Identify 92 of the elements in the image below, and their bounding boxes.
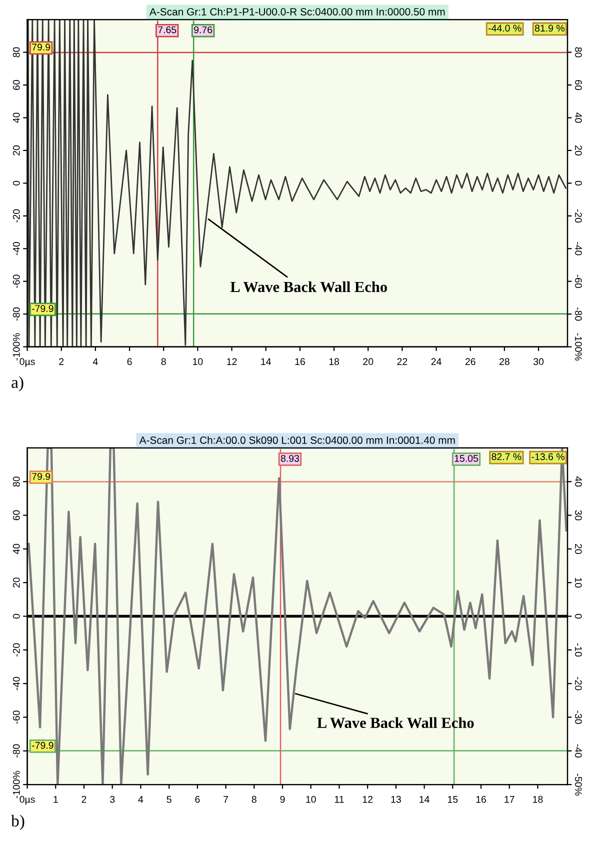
x-tick-label: 17 (504, 796, 514, 803)
y2-tick-label: 20 (574, 544, 582, 554)
annotation: 82.7 % (492, 453, 522, 460)
x-tick-label: 10 (306, 796, 316, 803)
x-tick-label: 0µs (20, 358, 35, 367)
y-tick-label: 20 (12, 578, 20, 588)
y-tick-label: -100% (12, 770, 20, 798)
y2-tick-label: -50% (574, 774, 582, 796)
ref-line-label: 15.05 (454, 454, 478, 462)
x-tick-label: 18 (533, 796, 543, 803)
y2-tick-label: 0 (574, 180, 582, 186)
x-tick-label: 15 (448, 796, 458, 803)
x-tick-label: 16 (295, 358, 305, 366)
x-tick-label: 1 (54, 796, 58, 803)
chart-title: A-Scan Gr:1 Ch:P1-P1-U00.0-R Sc:0400.00 mm In:0000.50 mm (149, 8, 445, 16)
y-tick-label: -60 (12, 274, 20, 288)
x-tick-label: 6 (195, 796, 200, 803)
y2-tick-label: -10 (574, 643, 582, 657)
y2-tick-label: -80 (574, 307, 582, 321)
ref-line-label: 9.76 (194, 26, 212, 34)
y2-tick-label: -40 (574, 744, 582, 758)
y-tick-label: -100% (12, 333, 20, 360)
x-tick-label: 5 (166, 796, 172, 803)
x-tick-label: 12 (227, 358, 237, 365)
y-tick-label: -20 (12, 643, 20, 657)
y-tick-label: 0 (12, 180, 20, 186)
text: a) (12, 376, 24, 392)
x-tick-label: 14 (420, 796, 430, 803)
y-tick-label: 60 (12, 80, 20, 90)
y-tick-label: -40 (12, 676, 20, 690)
x-tick-label: 20 (363, 358, 374, 366)
y-tick-label: -60 (12, 710, 20, 724)
x-tick-label: 4 (138, 796, 144, 803)
annotation: 81.9 % (534, 24, 564, 32)
x-tick-label: 13 (391, 796, 401, 803)
x-tick-label: 7 (224, 796, 228, 803)
x-tick-label: 24 (431, 358, 442, 365)
x-tick-label: 0µs (20, 796, 35, 805)
y-tick-label: 0 (12, 614, 20, 619)
annotation: L Wave Back Wall Echo (230, 281, 387, 292)
y-tick-label: 20 (12, 145, 20, 156)
y-tick-label: -20 (12, 209, 20, 222)
y2-tick-label: -40 (574, 242, 582, 256)
y2-tick-label: 40 (574, 112, 582, 123)
ref-line-label: 7.65 (158, 26, 176, 34)
x-tick-label: 2 (59, 358, 64, 365)
x-tick-label: 9 (280, 796, 285, 803)
y-tick-label: 60 (12, 510, 20, 520)
y2-tick-label: -20 (574, 676, 582, 690)
y2-tick-label: 0 (574, 614, 582, 619)
x-tick-label: 10 (193, 358, 203, 366)
y2-tick-label: -30 (574, 710, 582, 724)
y-tick-label: -80 (12, 744, 20, 758)
y2-tick-label: -60 (574, 274, 582, 288)
y2-tick-label: -20 (574, 209, 582, 223)
y2-tick-label: 80 (574, 47, 582, 58)
x-tick-label: 14 (261, 358, 271, 365)
y2-tick-label: -100% (574, 333, 582, 361)
y2-tick-label: 30 (574, 510, 582, 520)
ref-line-label: -79.9 (32, 742, 54, 749)
ref-line-label: 79.9 (32, 44, 50, 51)
annotation: -13.6 % (532, 453, 564, 460)
y-tick-label: 80 (12, 476, 20, 487)
x-tick-label: 3 (110, 796, 115, 803)
x-tick-label: 12 (362, 796, 372, 803)
x-tick-label: 2 (82, 796, 86, 803)
x-tick-label: 28 (500, 358, 510, 366)
annotation: -44.0 % (488, 24, 522, 32)
x-tick-label: 16 (476, 796, 486, 803)
x-tick-label: 4 (92, 358, 98, 365)
x-tick-label: 26 (465, 358, 476, 366)
x-tick-label: 6 (127, 358, 132, 366)
y2-tick-label: 10 (574, 578, 582, 588)
y-tick-label: 40 (12, 112, 20, 123)
y-tick-label: 40 (12, 544, 20, 554)
chart-title: A-Scan Gr:1 Ch:A:00.0 Sk090 L:001 Sc:0400.00 mm In:0001.40 mm (139, 436, 455, 444)
x-tick-label: 8 (161, 358, 166, 366)
x-tick-label: 22 (397, 358, 408, 365)
x-tick-label: 8 (252, 796, 256, 803)
y-tick-label: -40 (12, 242, 20, 256)
x-tick-label: 30 (533, 358, 544, 366)
text: b) (11, 814, 24, 830)
ref-line-label: 79.9 (32, 472, 50, 480)
x-tick-label: 11 (334, 796, 344, 803)
y2-tick-label: 40 (574, 476, 582, 487)
y-tick-label: 80 (12, 47, 20, 58)
y-tick-label: -80 (12, 307, 20, 321)
x-tick-label: 18 (329, 358, 340, 366)
ref-line-label: 8.93 (280, 454, 300, 462)
ref-line-label: -79.9 (32, 305, 54, 312)
y2-tick-label: 60 (574, 80, 582, 90)
y2-tick-label: 20 (574, 146, 582, 156)
